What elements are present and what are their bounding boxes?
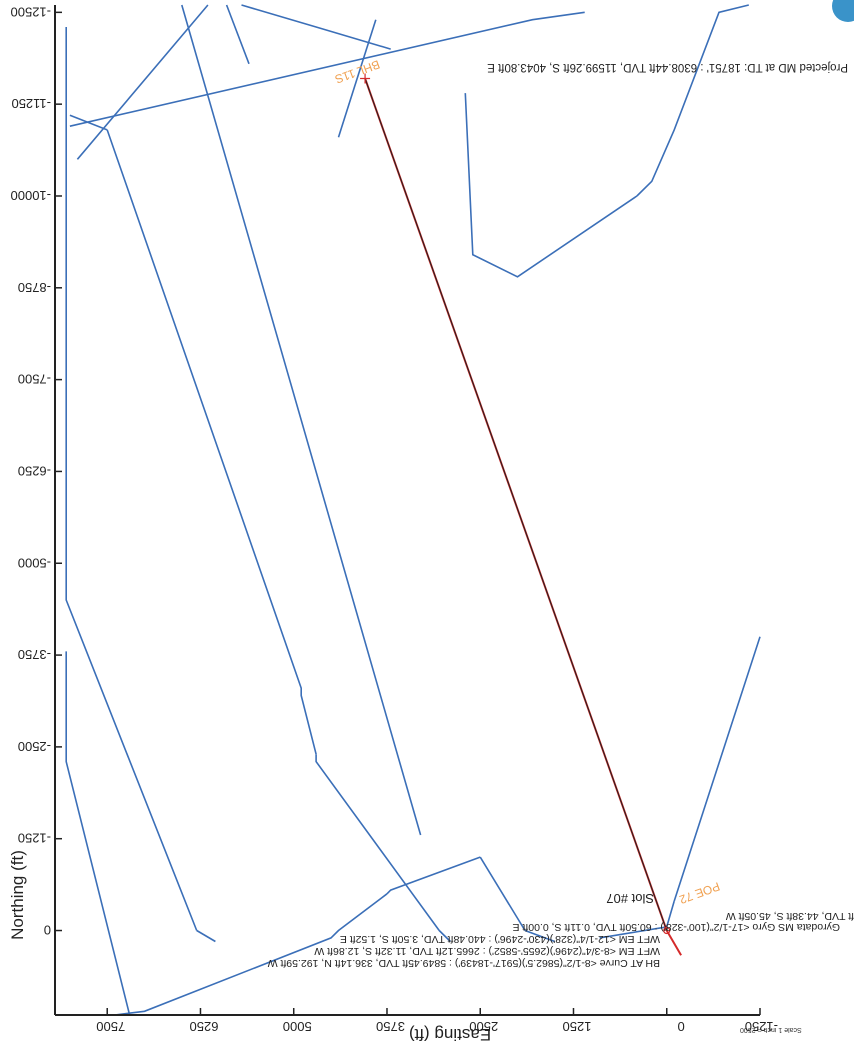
- lease-boundaries: [65, 4, 761, 1016]
- slot-label: Slot #07: [606, 891, 654, 906]
- boundary-line-9: [69, 11, 585, 127]
- y-tick-label-8: -10000: [11, 188, 51, 203]
- x-tick-label-6: 6250: [190, 1019, 219, 1034]
- x-tick-label-7: 7500: [96, 1019, 125, 1034]
- boundary-line-14: [65, 27, 198, 931]
- td-marker: [360, 73, 371, 84]
- y-tick-label-3: -3750: [18, 647, 51, 662]
- y-tick-label-4: -5000: [18, 555, 51, 570]
- survey-label-3: WFT EM <12-1/4"(328')(430'-2496') : 440.…: [340, 933, 660, 945]
- y-tick-label-6: -7500: [18, 372, 51, 387]
- boundary-line-7: [673, 636, 761, 902]
- well-trajectories: [360, 73, 682, 956]
- survey-label-4: Gyrodata MS Gyro <17-1/2"(100'-328') : 6…: [513, 921, 840, 933]
- survey-label-5: ft TVD, 44.38ft S, 45.05ft W: [726, 910, 854, 922]
- boundary-line-10: [69, 114, 108, 131]
- trajectory-line-1: [364, 78, 668, 931]
- boundary-line-19: [241, 4, 391, 50]
- x-tick-label-5: 5000: [283, 1019, 312, 1034]
- boundary-line-1: [181, 4, 422, 836]
- y-tick-label-1: -1250: [18, 831, 51, 846]
- boundary-line-16: [65, 651, 131, 1016]
- boundary-line-17: [464, 93, 638, 278]
- x-ticks: -1250 0 1250 2500 3750 5000 6250 7500: [96, 1008, 778, 1034]
- boundary-line-4: [479, 856, 526, 931]
- x-tick-label-3: 2500: [469, 1019, 498, 1034]
- x-axis-title: Easting (ft): [408, 1025, 492, 1044]
- survey-label-2: WFT EM <8-3/4"(2496')(2655'-5852') : 266…: [314, 945, 660, 957]
- survey-label-1: BH AT Curve <8-1/2"(5862.5')(5917'-18439…: [268, 957, 660, 969]
- boundary-line-8: [337, 19, 377, 138]
- scale-note: Scale 1 inch = 2500: [740, 1026, 802, 1033]
- projected-md-label: Projected MD at TD: 18751' : 6308.44ft T…: [487, 61, 848, 73]
- boundary-line-2: [114, 893, 388, 1016]
- y-tick-label-2: -2500: [18, 739, 51, 754]
- poe-label: POE 72: [677, 879, 722, 907]
- y-tick-label-0: 0: [44, 923, 51, 938]
- y-tick-label-5: -6250: [18, 463, 51, 478]
- y-ticks: 0 -1250 -2500 -3750 -5000 -6250 -7500 -8750 -100…: [11, 4, 62, 938]
- boundary-line-11: [106, 129, 317, 755]
- x-tick-label-2: 1250: [563, 1019, 592, 1034]
- axes: [54, 5, 760, 1016]
- bhl-label: BHL 11S: [333, 57, 382, 86]
- boundary-line-20: [225, 4, 250, 65]
- y-tick-label-7: -8750: [18, 280, 51, 295]
- y-tick-label-10: -12500: [11, 4, 51, 19]
- wellhead-marker: [663, 926, 671, 935]
- logo-icon: [832, 0, 854, 22]
- y-axis-title-text: Northing (ft): [8, 850, 27, 940]
- boundary-line-18: [636, 4, 749, 197]
- x-tick-label-1: 0: [678, 1019, 685, 1034]
- x-tick-label-4: 3750: [376, 1019, 405, 1034]
- trajectory-line-0: [364, 78, 682, 956]
- boundary-line-0: [76, 4, 209, 160]
- x-tick-label-0: -1250: [745, 1019, 778, 1034]
- y-axis-title: Northing (ft): [0, 820, 36, 970]
- annotations: Projected MD at TD: 18751' : 6308.44ft T…: [268, 57, 854, 969]
- boundary-line-3: [386, 856, 481, 895]
- boundary-line-5: [524, 929, 556, 943]
- boundary-line-12: [315, 754, 440, 931]
- y-tick-label-9: -11250: [11, 96, 51, 111]
- boundary-line-6: [599, 900, 675, 939]
- boundary-line-15: [196, 929, 216, 943]
- boundary-line-13: [438, 929, 451, 943]
